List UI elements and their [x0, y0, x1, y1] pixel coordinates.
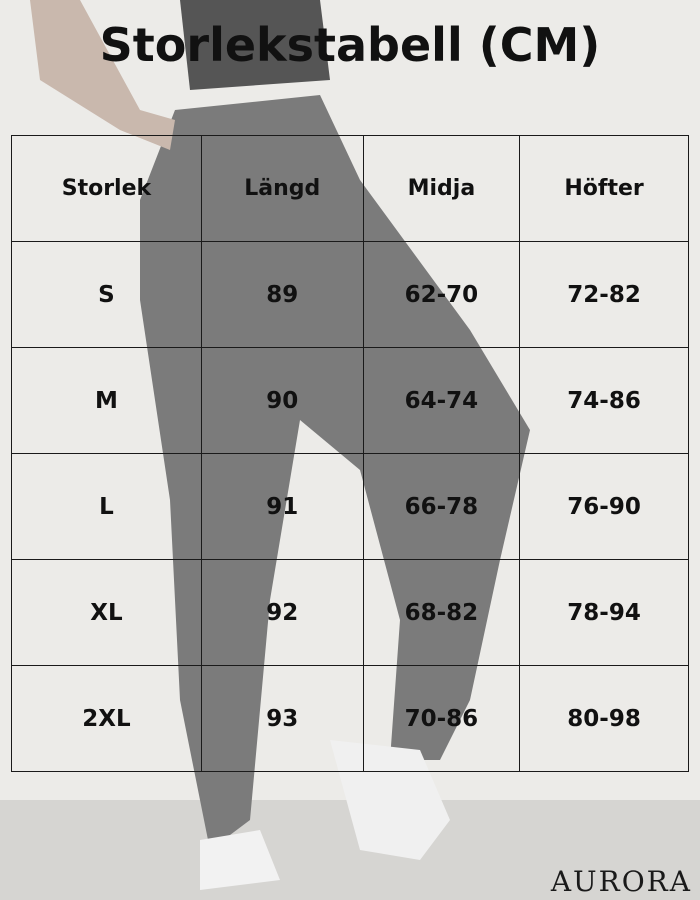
brand-logo: AURORA	[550, 865, 692, 898]
table-cell: 80-98	[519, 665, 689, 772]
table-cell: 74-86	[519, 347, 689, 454]
table-row: 2XL 93 70-86 80-98	[11, 665, 689, 772]
table-cell: 89	[200, 241, 364, 348]
page-title: Storlekstabell (CM)	[99, 18, 601, 72]
header-cell: Längd	[200, 135, 364, 242]
table-cell: 64-74	[362, 347, 521, 454]
table-cell: 2XL	[11, 665, 202, 772]
table-cell: 70-86	[362, 665, 521, 772]
table-cell: 66-78	[362, 453, 521, 560]
table-row: XL 92 68-82 78-94	[11, 559, 689, 666]
table-cell: 92	[200, 559, 364, 666]
header-cell: Midja	[362, 135, 521, 242]
table-row: L 91 66-78 76-90	[11, 453, 689, 560]
table-cell: 76-90	[519, 453, 689, 560]
table-cell: M	[11, 347, 202, 454]
table-cell: 62-70	[362, 241, 521, 348]
table-row: M 90 64-74 74-86	[11, 347, 689, 454]
table-cell: 93	[200, 665, 364, 772]
table-cell: 72-82	[519, 241, 689, 348]
header-cell: Storlek	[11, 135, 202, 242]
header-cell: Höfter	[519, 135, 689, 242]
table-cell: XL	[11, 559, 202, 666]
table-cell: 90	[200, 347, 364, 454]
size-table: Storlek Längd Midja Höfter S 89 62-70 72…	[11, 135, 689, 772]
table-cell: S	[11, 241, 202, 348]
table-header-row: Storlek Längd Midja Höfter	[11, 135, 689, 242]
table-cell: 91	[200, 453, 364, 560]
table-cell: L	[11, 453, 202, 560]
table-cell: 68-82	[362, 559, 521, 666]
table-cell: 78-94	[519, 559, 689, 666]
table-row: S 89 62-70 72-82	[11, 241, 689, 348]
